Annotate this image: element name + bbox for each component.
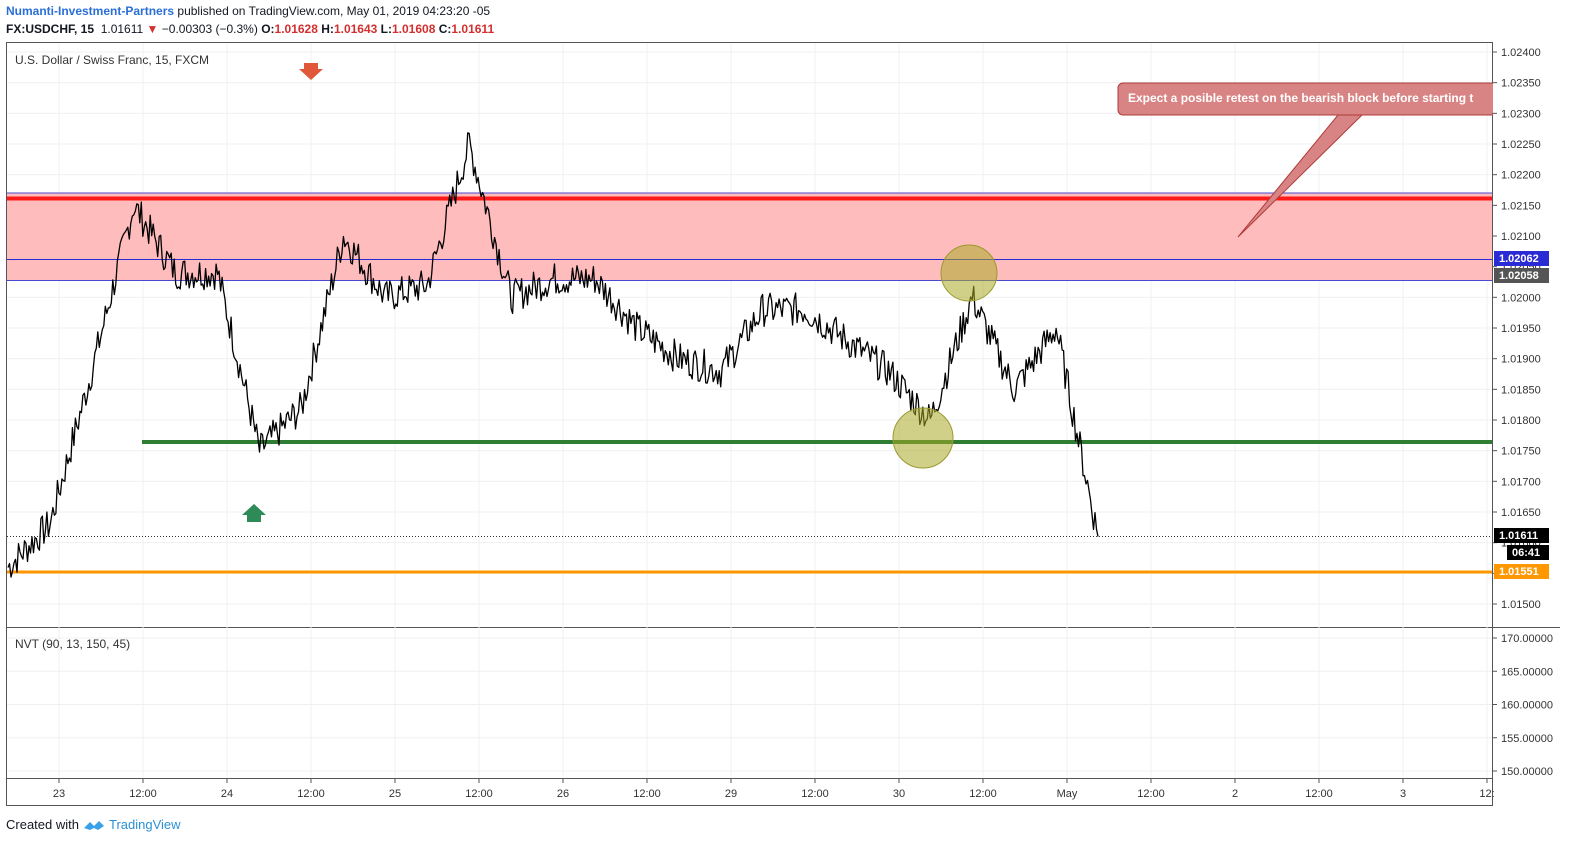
price-tick-label: 1.02250 [1501, 139, 1541, 151]
last-price-tag [1494, 528, 1549, 543]
low-value: 1.01608 [392, 22, 436, 36]
orange-price-tag [1494, 564, 1549, 579]
price-series-line [7, 132, 1099, 578]
blue-price-tag [1494, 251, 1549, 266]
indicator-title: NVT (90, 13, 150, 45) [15, 637, 130, 651]
time-tick-label: 29 [725, 788, 737, 800]
main-pane-title: U.S. Dollar / Swiss Franc, 15, FXCM [15, 53, 209, 67]
symbol-name: FX:USDCHF, 15 [6, 22, 95, 36]
price-tick-label: 1.02400 [1501, 47, 1541, 59]
nvt-tick-label: 160.00000 [1501, 700, 1553, 712]
price-tick-label: 1.01700 [1501, 476, 1541, 488]
tradingview-logo-icon [83, 820, 104, 830]
author-link[interactable]: Numanti-Investment-Partners [6, 4, 175, 18]
time-tick-label: 12:00 [801, 788, 829, 800]
time-tick-label: 12:00 [465, 788, 493, 800]
price-tick-label: 1.02350 [1501, 78, 1541, 90]
price-tick-label: 1.02000 [1501, 292, 1541, 304]
chart-frame [6, 42, 1493, 806]
time-tick-label: 12:00 [129, 788, 157, 800]
price-tick-label: 1.01850 [1501, 384, 1541, 396]
time-tick-label: 12: [1479, 788, 1494, 800]
low-label: L: [380, 22, 392, 36]
buy-arrow-icon [242, 504, 266, 522]
gray-price-text: 1.02058 [1499, 270, 1539, 282]
publish-line: Numanti-Investment-Partners published on… [6, 4, 490, 18]
last-price-text: 1.01611 [1499, 530, 1538, 542]
blue-price-text: 1.02062 [1499, 253, 1539, 265]
price-tick-label: 1.01900 [1501, 354, 1541, 366]
sell-arrow-icon [299, 63, 323, 80]
tradingview-link[interactable]: TradingView [108, 817, 181, 832]
change-value: −0.00303 (−0.3%) [161, 22, 258, 36]
time-tick-label: 12:00 [1137, 788, 1165, 800]
countdown-tag [1507, 545, 1549, 560]
high-value: 1.01643 [333, 22, 378, 36]
time-tick-label: 12:00 [297, 788, 325, 800]
time-tick-label: 30 [893, 788, 905, 800]
time-tick-label: 25 [389, 788, 401, 800]
grid [7, 43, 1492, 778]
close-value: 1.01611 [451, 22, 495, 36]
time-axis[interactable]: 23 12:00 24 12:00 25 12:00 26 12:00 29 12:00 30 12:… [53, 778, 1495, 800]
callout-text: Expect a posible retest on the bearish b… [1128, 91, 1473, 105]
time-tick-label: May [1057, 788, 1078, 800]
price-tick-label: 1.01500 [1501, 599, 1541, 611]
close-label: C: [438, 22, 452, 36]
bearish-block-zone [7, 193, 1492, 280]
highlight-circle-top [940, 244, 998, 302]
time-tick-label: 12:00 [969, 788, 997, 800]
price-tick-label: 1.01750 [1501, 446, 1541, 458]
price-tick-label: 1.02300 [1501, 108, 1541, 120]
high-label: H: [321, 22, 334, 36]
time-tick-label: 12:00 [1305, 788, 1333, 800]
time-tick-label: 3 [1400, 788, 1406, 800]
price-axis[interactable]: 1.02400 1.02350 1.02300 1.02250 1.02200 1.021… [1492, 47, 1541, 611]
price-tick-label: 1.02200 [1501, 170, 1541, 182]
axis-mask [1493, 60, 1573, 120]
symbol-line: FX:USDCHF, 15 1.01611 ▼ −0.00303 (−0.3%)… [6, 22, 494, 36]
down-arrow-icon: ▼ [146, 22, 159, 36]
time-tick-label: 12:00 [633, 788, 661, 800]
time-tick-label: 26 [557, 788, 569, 800]
price-tick-label: 1.02150 [1501, 200, 1541, 212]
time-tick-label: 24 [221, 788, 233, 800]
last-price: 1.01611 [100, 22, 144, 36]
time-tick-label: 23 [53, 788, 65, 800]
nvt-tick-label: 170.00000 [1501, 633, 1553, 645]
created-with: Created with [6, 817, 79, 832]
published-info: published on TradingView.com, May 01, 20… [177, 4, 491, 18]
price-tick-label: 1.01950 [1501, 323, 1541, 335]
price-tick-label: 1.02100 [1501, 231, 1541, 243]
time-tick-label: 2 [1232, 788, 1238, 800]
nvt-tick-label: 155.00000 [1501, 733, 1553, 745]
price-tick-label: 1.01800 [1501, 415, 1541, 427]
orange-price-text: 1.01551 [1499, 566, 1539, 578]
footer: Created with TradingView [6, 817, 181, 832]
open-label: O: [261, 22, 275, 36]
nvt-tick-label: 165.00000 [1501, 666, 1553, 678]
open-value: 1.01628 [274, 22, 318, 36]
nvt-tick-label: 150.00000 [1501, 766, 1553, 778]
price-tick-label: 1.01650 [1501, 507, 1541, 519]
countdown-text: 06:41 [1512, 547, 1540, 559]
highlight-circle-bottom [892, 407, 954, 469]
indicator-axis[interactable]: 170.00000 165.00000 160.00000 155.00000 150.… [1492, 633, 1553, 778]
gray-price-tag [1494, 268, 1549, 283]
